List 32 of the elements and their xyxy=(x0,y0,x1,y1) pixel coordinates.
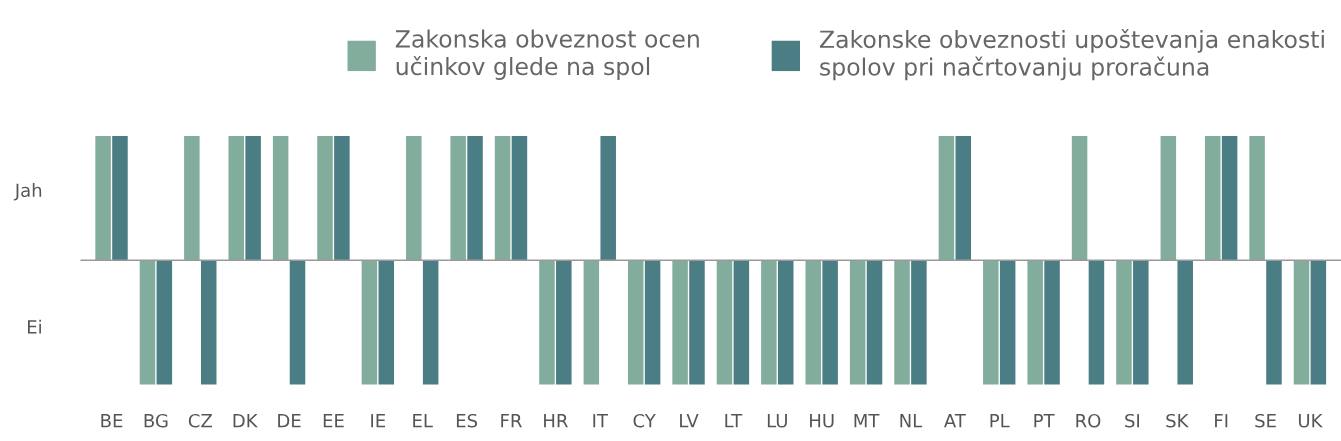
x-tick-label: CY xyxy=(633,413,656,428)
x-tick-label: BE xyxy=(101,414,123,428)
x-tick-label: FI xyxy=(1215,414,1228,428)
x-tick-label: NL xyxy=(900,414,923,428)
legend-label: Zakonske obveznosti upoštevanja enakosti spolov pri načrtovanju proračuna xyxy=(819,28,1324,81)
x-tick-label: CZ xyxy=(188,413,212,428)
x-tick-label: FR xyxy=(501,414,522,428)
text: Jah xyxy=(13,183,42,201)
x-tick-label: HR xyxy=(544,414,568,428)
x-tick-label: PL xyxy=(990,414,1010,428)
text: Ei xyxy=(27,319,41,334)
x-tick-label: MT xyxy=(854,414,880,428)
x-tick-label: ES xyxy=(456,413,478,428)
x-tick-label: AT xyxy=(944,414,966,428)
x-tick-label: LU xyxy=(767,414,787,428)
x-tick-label: HU xyxy=(810,414,834,428)
x-tick-label: PT xyxy=(1034,414,1055,428)
x-tick-label: EL xyxy=(413,414,433,428)
x-tick-label: SE xyxy=(1255,413,1276,428)
x-tick-label: SI xyxy=(1125,413,1140,428)
x-tick-label: UK xyxy=(1298,414,1323,428)
x-tick-label: DK xyxy=(233,414,258,428)
x-tick-label: SK xyxy=(1166,413,1189,428)
x-tick-label: IE xyxy=(371,414,386,428)
x-tick-label: EE xyxy=(323,414,344,428)
legend-label: Zakonska obveznost ocen učinkov glede na spol xyxy=(395,29,699,80)
x-tick-label: RO xyxy=(1076,413,1101,428)
x-tick-label: DE xyxy=(278,414,301,428)
x-tick-label: IT xyxy=(593,414,608,428)
x-tick-label: LV xyxy=(680,414,699,428)
x-tick-label: LT xyxy=(725,414,743,428)
x-tick-label: BG xyxy=(144,413,168,428)
